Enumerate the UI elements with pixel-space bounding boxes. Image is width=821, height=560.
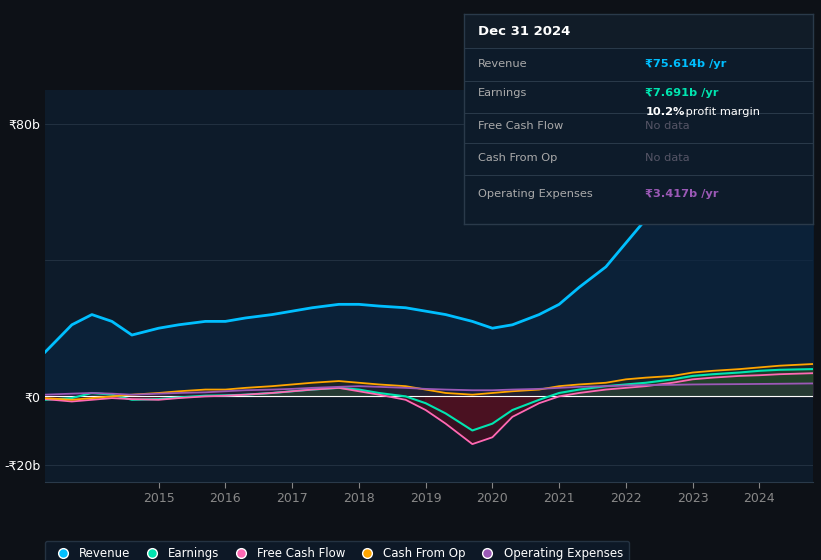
Text: Operating Expenses: Operating Expenses xyxy=(478,189,593,199)
Text: Revenue: Revenue xyxy=(478,59,527,69)
Text: ₹75.614b /yr: ₹75.614b /yr xyxy=(645,59,727,69)
Text: No data: No data xyxy=(645,153,690,163)
Text: No data: No data xyxy=(645,122,690,132)
Bar xyxy=(464,14,813,48)
Text: Dec 31 2024: Dec 31 2024 xyxy=(478,25,571,38)
Text: profit margin: profit margin xyxy=(682,106,760,116)
Text: ₹3.417b /yr: ₹3.417b /yr xyxy=(645,189,719,199)
Text: Earnings: Earnings xyxy=(478,88,527,98)
Text: 10.2%: 10.2% xyxy=(645,106,685,116)
Text: Free Cash Flow: Free Cash Flow xyxy=(478,122,563,132)
Text: ₹7.691b /yr: ₹7.691b /yr xyxy=(645,88,719,98)
Legend: Revenue, Earnings, Free Cash Flow, Cash From Op, Operating Expenses: Revenue, Earnings, Free Cash Flow, Cash … xyxy=(45,541,629,560)
Text: Cash From Op: Cash From Op xyxy=(478,153,557,163)
